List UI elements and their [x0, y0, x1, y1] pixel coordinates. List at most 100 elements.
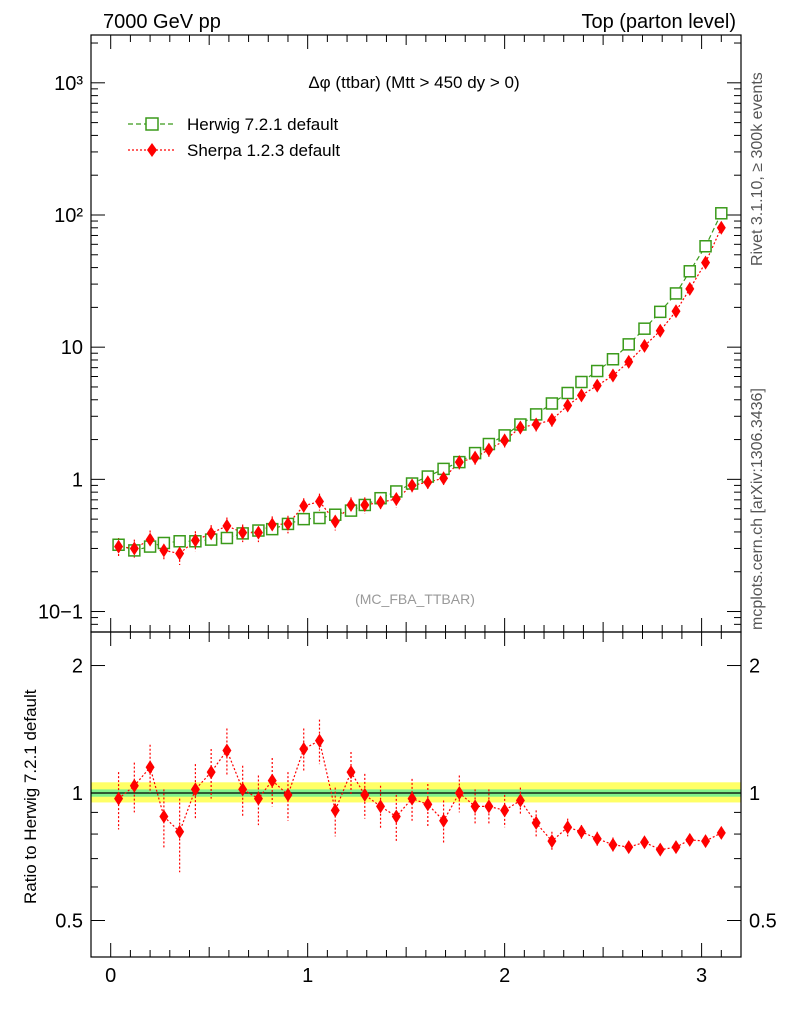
sherpa-point — [500, 433, 510, 448]
ratio-y-axis-label: Ratio to Herwig 7.2.1 default — [21, 689, 40, 904]
sherpa-point — [360, 497, 370, 512]
sherpa-point — [624, 354, 634, 369]
main-panel: 10−1 1 10 10² 10³ Δφ (ttbar) (Mtt > 450 dy >… — [38, 34, 742, 633]
sherpa-point — [114, 539, 124, 554]
herwig-point — [699, 240, 712, 253]
herwig-point — [653, 305, 667, 319]
sherpa-point — [470, 450, 480, 465]
ratio-point — [346, 765, 356, 780]
sherpa-point — [283, 516, 293, 531]
ratio-y-tick-label: 1 — [72, 783, 83, 805]
sherpa-point — [376, 495, 386, 510]
herwig-point — [638, 322, 651, 335]
ratio-y-tick-label-right: 1 — [749, 783, 760, 805]
ratio-y-tick-labels: 0.5 0.5 1 1 2 2 — [55, 656, 777, 933]
sherpa-point — [145, 532, 155, 547]
x-tick-label: 1 — [302, 965, 313, 987]
main-y-tick-label: 10³ — [54, 73, 83, 95]
herwig-point — [173, 535, 186, 548]
ratio-point — [639, 835, 649, 850]
ratio-point — [531, 815, 541, 830]
herwig-point — [575, 375, 588, 389]
legend-sherpa: Sherpa 1.2.3 default — [128, 141, 340, 160]
herwig-point — [313, 511, 326, 525]
legend-sherpa-marker — [147, 143, 157, 157]
sherpa-point — [547, 412, 557, 427]
ratio-point — [376, 799, 386, 814]
main-y-tick-label: 10 — [61, 337, 83, 359]
ratio-point — [330, 803, 340, 818]
sherpa-point — [299, 498, 309, 513]
sherpa-point — [222, 518, 232, 533]
sherpa-point — [190, 533, 200, 548]
legend-sherpa-label: Sherpa 1.2.3 default — [187, 141, 340, 160]
sherpa-point — [716, 220, 726, 235]
ratio-y-tick-label-right: 2 — [749, 656, 760, 678]
sherpa-point — [639, 338, 649, 353]
ratio-point — [423, 797, 433, 812]
sherpa-point — [159, 543, 169, 558]
herwig-point — [669, 287, 683, 300]
legend-herwig: Herwig 7.2.1 default — [128, 115, 338, 134]
mcplots-side-label: mcplots.cern.ch [arXiv:1306.3436] — [749, 388, 766, 630]
sherpa-point — [576, 388, 586, 403]
main-y-tick-label: 10−1 — [38, 602, 83, 624]
ratio-point — [671, 840, 681, 855]
herwig-point — [545, 397, 559, 410]
sherpa-point — [671, 304, 681, 319]
ratio-point — [547, 834, 557, 849]
ratio-point — [314, 733, 324, 748]
analysis-watermark: (MC_FBA_TTBAR) — [355, 591, 475, 607]
ratio-point — [238, 782, 248, 797]
main-y-tick-label: 1 — [72, 469, 83, 491]
herwig-point — [590, 364, 604, 378]
sherpa-point — [407, 478, 417, 493]
sherpa-point — [314, 494, 324, 509]
sherpa-point — [129, 541, 139, 556]
ratio-point — [515, 793, 525, 808]
sherpa-point — [454, 455, 464, 470]
ratio-y-tick-label: 0.5 — [55, 911, 83, 933]
legend: Herwig 7.2.1 default Sherpa 1.2.3 defaul… — [128, 115, 340, 160]
header-left-label: 7000 GeV pp — [103, 11, 221, 33]
ratio-point — [655, 842, 665, 857]
ratio-axis-ticks — [91, 632, 741, 957]
x-tick-label: 0 — [105, 965, 116, 987]
ratio-point — [608, 837, 618, 852]
herwig-point — [715, 207, 728, 220]
herwig-point — [561, 386, 574, 400]
ratio-series-line — [118, 739, 722, 851]
ratio-panel-frame — [90, 631, 742, 958]
main-axis-ticks — [91, 35, 741, 633]
rivet-side-label: Rivet 3.1.10, ≥ 300k events — [749, 72, 766, 266]
ratio-x-tick-labels: 0 1 2 3 — [105, 965, 707, 987]
sherpa-point — [592, 378, 602, 393]
sherpa-point — [346, 497, 356, 512]
ratio-point — [114, 791, 124, 806]
ratio-point — [206, 765, 216, 780]
ratio-y-tick-label-right: 0.5 — [749, 911, 777, 933]
ratio-point — [391, 809, 401, 824]
herwig-point — [683, 265, 697, 278]
ratio-point — [299, 742, 309, 757]
sherpa-point — [175, 546, 185, 561]
ratio-point — [592, 831, 602, 846]
ratio-point — [129, 778, 139, 793]
ratio-point — [484, 799, 494, 814]
main-y-tick-labels: 10−1 1 10 10² 10³ — [38, 73, 83, 624]
ratio-point — [159, 809, 169, 824]
ratio-point — [685, 832, 695, 847]
sherpa-point — [531, 417, 541, 432]
ratio-point — [563, 820, 573, 835]
ratio-point — [407, 791, 417, 806]
x-tick-label: 2 — [499, 965, 510, 987]
legend-herwig-marker — [145, 117, 159, 131]
ratio-uncertainty-band — [91, 782, 741, 803]
sherpa-point — [563, 398, 573, 413]
sherpa-point — [253, 525, 263, 540]
ratio-point — [267, 773, 277, 788]
sherpa-point — [238, 525, 248, 540]
ratio-point — [454, 786, 464, 801]
ratio-y-tick-label: 2 — [72, 656, 83, 678]
sherpa-point — [391, 492, 401, 507]
